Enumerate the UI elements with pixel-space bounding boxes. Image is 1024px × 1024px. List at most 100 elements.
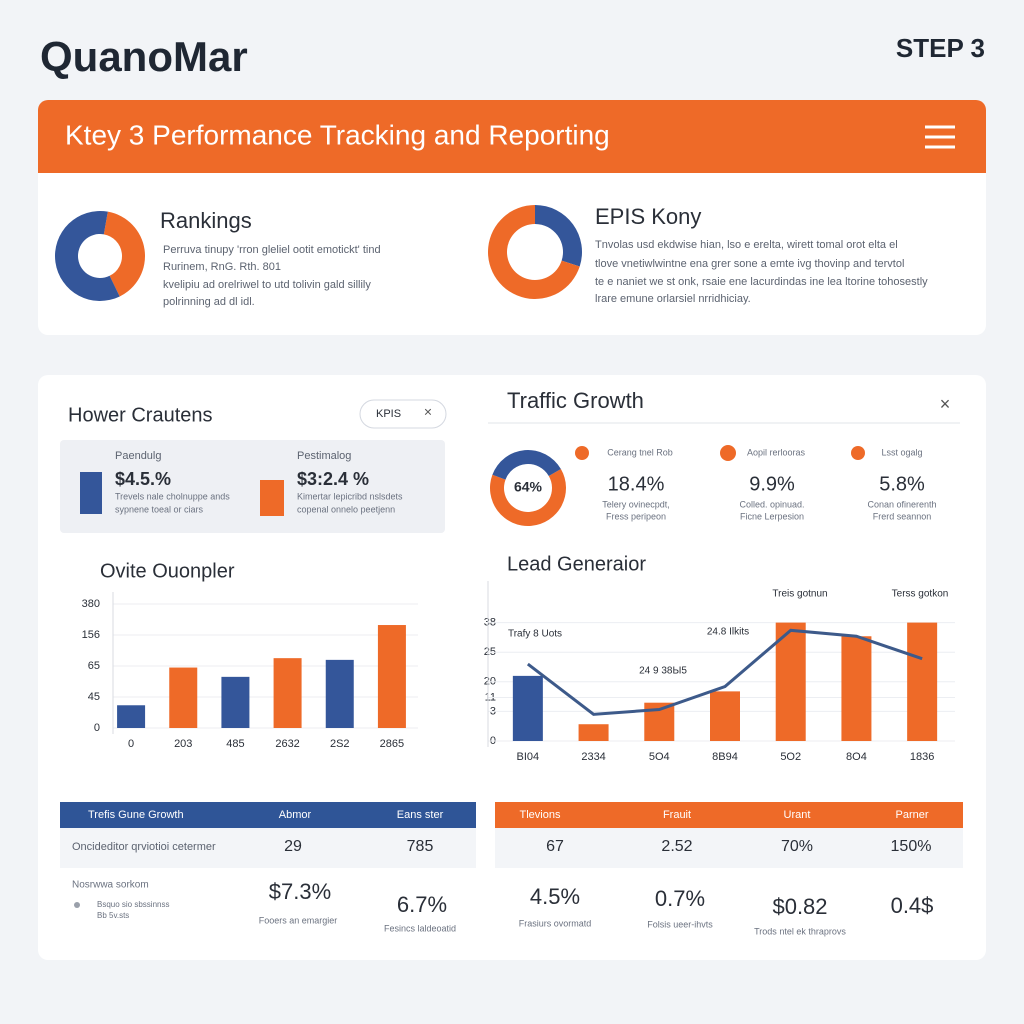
kpi-text: Trevels nale cholnuppe ands (115, 491, 230, 501)
column-header: Urant (784, 809, 811, 821)
stat-value: 4.5% (530, 884, 580, 909)
bar (377, 625, 406, 728)
donut-segment (487, 205, 580, 299)
annotation: Treis gotnun (772, 589, 827, 600)
x-tick-label: 485 (226, 738, 244, 750)
kpi-box (60, 440, 445, 533)
cell: 70% (781, 838, 813, 855)
column-header: Frauit (663, 809, 691, 821)
note: Nosrwwa sorkom (72, 880, 149, 891)
annotation: 24.8 Ilkits (707, 627, 749, 638)
icon (720, 445, 736, 461)
x-tick-label: 0 (128, 738, 134, 750)
bar (512, 675, 543, 741)
card-title: EPIS Kony (595, 204, 701, 229)
stat-value: $0.82 (772, 894, 827, 919)
stat-text: Conan ofinerenth (867, 499, 936, 509)
cell: 785 (407, 838, 434, 855)
column-header: Tlevions (520, 809, 561, 821)
x-tick-label: 2S2 (330, 738, 350, 750)
table-row (495, 828, 963, 868)
column-header: Eans ster (397, 809, 444, 821)
line (526, 628, 923, 716)
kpi-icon (260, 480, 284, 516)
bar (117, 705, 146, 728)
step: STEP 3 (896, 33, 985, 63)
stat-text: Colled. opinuad. (739, 499, 804, 509)
kpi-text: Kimertar lepicribd nslsdets (297, 491, 403, 501)
column-header: Abmor (279, 809, 312, 821)
card-title: Rankings (160, 208, 252, 233)
stat-label: Aopil rerlooras (747, 447, 806, 457)
bar (325, 659, 354, 728)
bar (841, 636, 872, 741)
menu-icon[interactable] (925, 125, 955, 149)
close-button[interactable]: × (424, 404, 432, 420)
x-tick-label: 2865 (380, 738, 404, 750)
stat-value: $7.3% (269, 879, 331, 904)
table-header (495, 802, 963, 828)
banner (38, 100, 986, 173)
y-tick-label: 380 (82, 598, 100, 610)
x-tick-label: 1836 (910, 751, 934, 763)
x-tick-label: 5O4 (649, 751, 670, 763)
card-text: te e naniet we st onk, rsaie ene lacurdi… (595, 276, 928, 288)
panel-title: Hower Crautens (68, 404, 213, 426)
close-button[interactable]: × (940, 394, 951, 414)
stat-caption: Folsis ueer-ihvts (647, 919, 713, 929)
kpi-text: sypnene toeal or ciars (115, 504, 204, 514)
y-tick-label: 0 (94, 722, 100, 734)
filter-pill[interactable] (359, 399, 447, 429)
column-header: Parner (895, 809, 928, 821)
bar (907, 622, 938, 741)
y-tick-label: 45 (88, 691, 100, 703)
donut-segment (103, 211, 145, 297)
x-tick-label: 203 (174, 738, 192, 750)
kpi-label: Paendulg (115, 450, 162, 462)
annotation: 24 9 38Ы5 (639, 666, 687, 677)
filter-label[interactable]: KPIS (376, 408, 401, 420)
bar (221, 676, 250, 728)
table-header (60, 802, 476, 828)
stat-caption: Frasiurs ovormatd (519, 918, 592, 928)
stat-value: 9.9% (749, 473, 795, 495)
stat-caption: Fooers an emargier (259, 915, 338, 925)
card-text: Perruva tinupy 'rron gleliel ootit emoti… (163, 244, 381, 256)
stat-value: 0.7% (655, 886, 705, 911)
stat-text: Fress peripeon (606, 511, 666, 521)
stat-caption: Fesincs laldeoatid (384, 923, 456, 933)
card-text: kvelipiu ad orelriwel to utd tolivin gal… (163, 279, 371, 291)
bar (578, 724, 609, 741)
stat-label: Lsst ogalg (881, 447, 922, 457)
x-tick-label: BI04 (517, 751, 540, 763)
cell: Oncideditor qrviotioi cetermer (72, 841, 216, 853)
brand: QuanoMar (40, 33, 248, 80)
panel-title: Traffic Growth (507, 388, 644, 413)
cell: 67 (546, 838, 564, 855)
card-text: Rurinem, RnG. Rth. 801 (163, 261, 281, 273)
chart-title: Ovite Ouonpler (100, 560, 235, 582)
column-header: Trefis Gune Growth (88, 809, 184, 821)
stat-value: 6.7% (397, 892, 447, 917)
stat-caption: Trods ntel ek thraprovs (754, 926, 846, 936)
stat-label: Cerang tnel Rob (607, 447, 673, 457)
stat-value: 5.8% (879, 473, 925, 495)
kpi-value: $3:2.4 % (297, 469, 369, 489)
card-text: polrinning ad dl idl. (163, 296, 255, 308)
annotation: Trafy 8 Uots (508, 629, 562, 640)
cell: 150% (891, 838, 932, 855)
icon (575, 446, 589, 460)
card-text: tlove vnetiwlwintne ena grer sone a emte… (595, 258, 904, 270)
cell: 29 (284, 838, 302, 855)
x-tick-label: 5O2 (780, 751, 801, 763)
donut-label: 64% (514, 479, 543, 495)
donut-segment (55, 211, 120, 302)
card-text: Tnvolas usd ekdwise hian, lso e erelta, … (595, 239, 898, 251)
bullet (74, 902, 80, 908)
chart-title: Lead Generaior (507, 553, 646, 575)
donut-segment (535, 205, 582, 267)
stat-text: Ficne Lerpesion (740, 511, 804, 521)
cell: 2.52 (661, 838, 692, 855)
